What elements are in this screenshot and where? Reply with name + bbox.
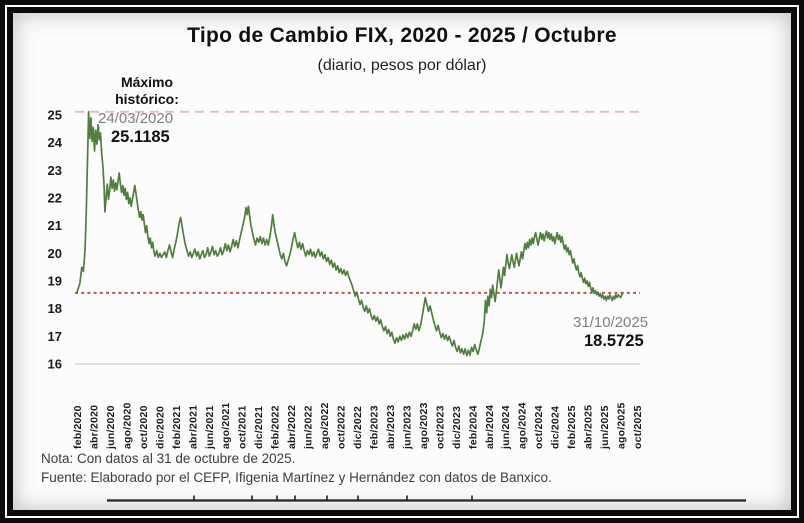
x-tick-label: abr/2023	[385, 405, 397, 449]
x-tick-label: dic/2021	[253, 406, 265, 449]
x-tick-label: ago/2025	[616, 402, 628, 449]
x-tick-label: abr/2022	[286, 405, 298, 449]
page-title: Tipo de Cambio FIX, 2020 - 2025 / Octubr…	[187, 24, 617, 47]
y-tick-label: 24	[48, 135, 63, 150]
x-tick-label: jun/2024	[500, 405, 512, 450]
x-tick-label: ago/2023	[418, 402, 430, 449]
fix-rate-line	[76, 110, 624, 357]
page-subtitle: (diario, pesos por dólar)	[317, 57, 487, 74]
y-tick-label: 19	[48, 273, 62, 288]
x-tick-label: feb/2020	[72, 405, 84, 449]
x-tick-label: jun/2022	[303, 405, 315, 450]
x-tick-label: oct/2020	[138, 405, 150, 449]
x-tick-label: feb/2021	[171, 405, 183, 449]
x-tick-label: oct/2025	[632, 405, 644, 449]
x-tick-label: jun/2021	[204, 405, 216, 450]
x-tick-label: ago/2022	[319, 402, 331, 449]
last-annotation-date: 31/10/2025	[573, 314, 649, 331]
x-tick-label: dic/2022	[352, 406, 364, 449]
max-annotation-date: 24/03/2020	[98, 110, 174, 127]
x-tick-label: jun/2020	[105, 405, 117, 450]
x-tick-label: dic/2024	[550, 406, 562, 449]
y-tick-label: 23	[48, 163, 62, 178]
max-annotation-value: 25.1185	[111, 128, 170, 146]
x-tick-label: jun/2025	[599, 405, 611, 450]
footnote-fuente: Fuente: Elaborado por el CEFP, Ifigenia …	[41, 470, 552, 485]
x-tick-label: feb/2025	[566, 405, 578, 449]
max-annotation-label: Máximo histórico:	[115, 74, 179, 107]
x-tick-label: abr/2020	[88, 405, 100, 449]
y-tick-label: 17	[48, 329, 62, 344]
y-tick-label: 21	[48, 218, 62, 233]
x-tick-label: abr/2025	[583, 405, 595, 449]
y-tick-label: 16	[48, 356, 62, 371]
x-tick-label: feb/2024	[467, 405, 479, 449]
x-tick-label: abr/2021	[187, 405, 199, 449]
x-tick-label: dic/2020	[154, 406, 166, 449]
footnote-nota: Nota: Con datos al 31 de octubre de 2025…	[41, 451, 296, 466]
y-tick-label: 22	[48, 190, 62, 205]
x-tick-label: jun/2023	[401, 405, 413, 450]
x-tick-label: abr/2024	[484, 405, 496, 449]
x-tick-label: feb/2022	[270, 405, 282, 449]
x-tick-label: oct/2021	[237, 405, 249, 449]
x-tick-label: ago/2021	[220, 402, 232, 449]
x-tick-label: oct/2024	[533, 405, 545, 449]
x-tick-label: ago/2020	[121, 402, 133, 449]
x-tick-label: dic/2023	[451, 406, 463, 449]
x-tick-label: feb/2023	[368, 405, 380, 449]
last-annotation-value: 18.5725	[584, 332, 644, 350]
y-tick-label: 25	[48, 108, 62, 123]
y-tick-label: 18	[48, 301, 62, 316]
y-tick-label: 20	[48, 246, 62, 261]
x-tick-label: oct/2022	[336, 405, 348, 449]
x-tick-label: oct/2023	[434, 405, 446, 449]
x-tick-label: ago/2024	[517, 402, 529, 449]
